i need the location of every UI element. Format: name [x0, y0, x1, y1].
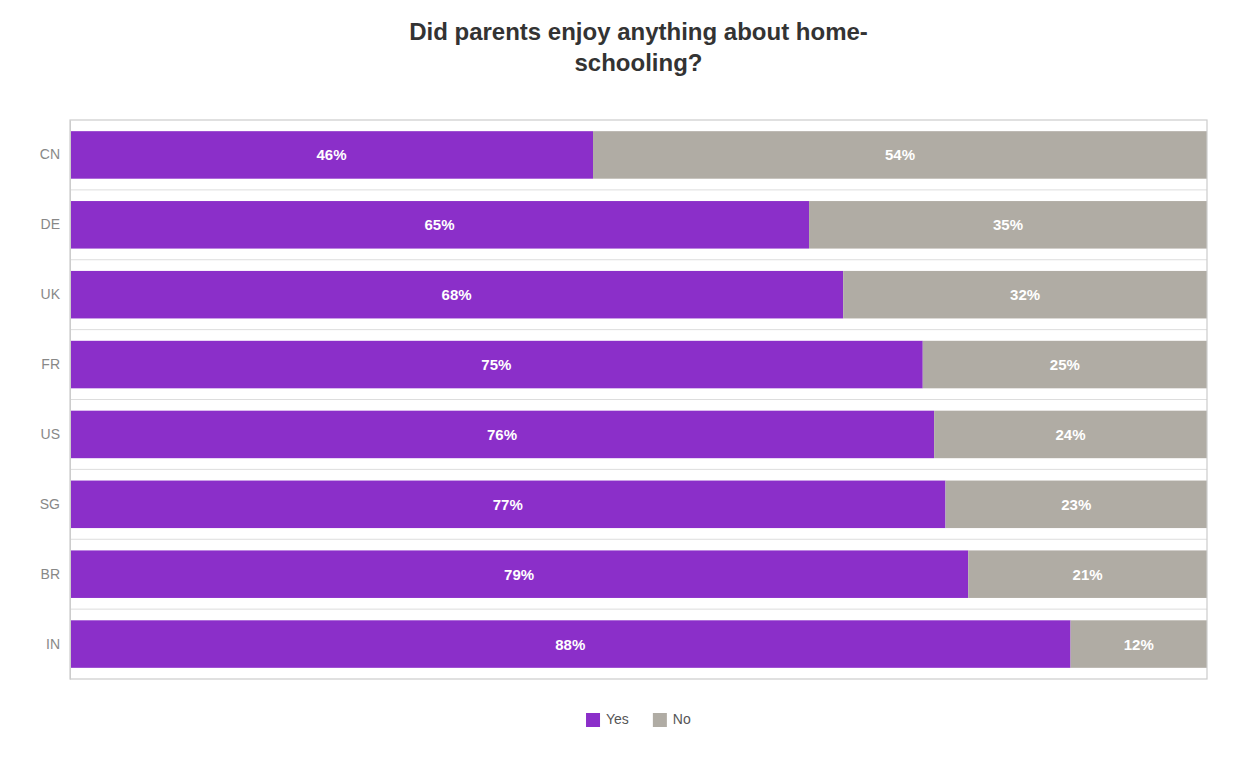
bar: [945, 481, 1207, 529]
data-label: 88%: [555, 636, 585, 653]
data-label: 79%: [504, 566, 534, 583]
data-label: 25%: [1050, 356, 1080, 373]
bar: [70, 620, 1071, 668]
plot: 46% 65% 68% 75% 76% 77% 79% 88% 54% 35% 32% 25% 24% 2…: [40, 120, 1207, 680]
separators: [70, 190, 1207, 609]
y-tick: IN: [46, 636, 70, 652]
bar: [70, 271, 843, 319]
legend-item: Yes: [586, 711, 629, 727]
y-tick-label: BR: [41, 566, 60, 582]
data-label: 21%: [1073, 566, 1103, 583]
data-label: 12%: [1124, 636, 1154, 653]
data-label: 23%: [1061, 496, 1091, 513]
y-tick-label: UK: [41, 286, 61, 302]
bar: [70, 341, 923, 389]
plot-frame: [70, 120, 1207, 679]
bar: [70, 131, 593, 179]
bar: [593, 131, 1207, 179]
legend-label: Yes: [606, 711, 629, 727]
y-tick-label: FR: [41, 356, 60, 372]
separator: [70, 539, 1207, 540]
separator: [70, 609, 1207, 610]
y-tick: FR: [41, 356, 70, 372]
bars: [70, 131, 1207, 668]
separator: [70, 189, 1207, 190]
data-label: 65%: [425, 216, 455, 233]
y-axis: CN DE UK FR US SG BR IN: [40, 121, 71, 680]
data-label: 32%: [1010, 286, 1040, 303]
y-tick: SG: [40, 496, 70, 512]
separator: [70, 259, 1207, 260]
data-labels: 46% 65% 68% 75% 76% 77% 79% 88% 54% 35% 32% 25% 24% 2…: [316, 146, 1153, 652]
y-axis-line: [70, 121, 71, 680]
y-tick-label: DE: [41, 216, 60, 232]
y-tick: US: [41, 426, 70, 442]
y-tick: CN: [40, 146, 70, 162]
data-label: 54%: [885, 146, 915, 163]
legend-item: No: [653, 711, 691, 727]
separator: [70, 469, 1207, 470]
bar: [843, 271, 1207, 319]
y-tick: UK: [41, 286, 70, 302]
y-tick: DE: [41, 216, 70, 232]
data-label: 76%: [487, 426, 517, 443]
y-tick: BR: [41, 566, 70, 582]
separator: [70, 399, 1207, 400]
data-label: 35%: [993, 216, 1023, 233]
bar: [923, 341, 1207, 389]
legend-swatch: [653, 713, 667, 727]
separator: [70, 329, 1207, 330]
legend-swatch: [586, 713, 600, 727]
chart: 46% 65% 68% 75% 76% 77% 79% 88% 54% 35% 32% 25% 24% 2…: [0, 0, 1257, 769]
data-label: 68%: [442, 286, 472, 303]
bar: [70, 481, 945, 529]
data-label: 46%: [316, 146, 346, 163]
data-label: 75%: [481, 356, 511, 373]
bar: [70, 201, 809, 249]
data-label: 77%: [493, 496, 523, 513]
legend-label: No: [673, 711, 691, 727]
bar: [70, 411, 934, 459]
y-tick-label: US: [41, 426, 60, 442]
title: Did parents enjoy anything about home-sc…: [409, 18, 868, 76]
series-bars: [593, 131, 1207, 668]
legend: Yes No: [586, 711, 691, 727]
bar: [70, 550, 968, 598]
y-tick-label: SG: [40, 496, 60, 512]
bar: [809, 201, 1207, 249]
bar: [1071, 620, 1207, 668]
bar: [934, 411, 1207, 459]
y-tick-label: CN: [40, 146, 60, 162]
data-label: 24%: [1056, 426, 1086, 443]
y-tick-label: IN: [46, 636, 60, 652]
bar: [968, 550, 1207, 598]
